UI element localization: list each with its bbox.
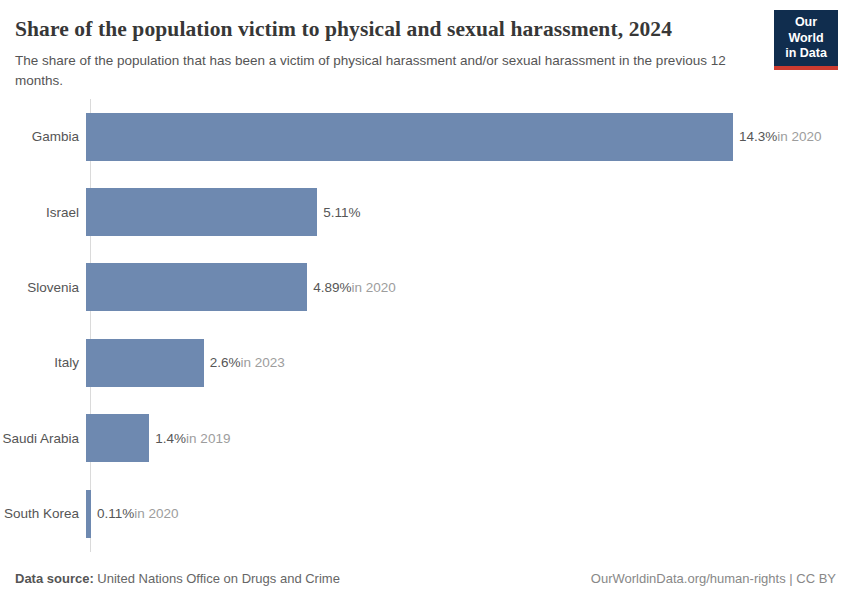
owid-logo-line2: in Data	[778, 46, 834, 62]
bar-value: 5.11%	[323, 205, 360, 220]
year-label: in 2020	[777, 129, 821, 144]
chart-footer: Data source: United Nations Office on Dr…	[15, 571, 836, 586]
data-source-label: Data source:	[15, 571, 94, 586]
owid-logo-line1: Our World	[778, 15, 834, 46]
bar-value: 14.3% in 2020	[739, 129, 822, 144]
page-title: Share of the population victim to physic…	[15, 17, 760, 42]
bar-row: South Korea 0.11% in 2020	[0, 476, 850, 551]
country-label[interactable]: Italy	[0, 355, 86, 370]
chart-subtitle: The share of the population that has bee…	[15, 51, 730, 92]
bar-row: Israel 5.11%	[0, 174, 850, 249]
value-label: 2.6%	[210, 355, 241, 370]
bar[interactable]	[86, 339, 204, 387]
bar-row: Gambia 14.3% in 2020	[0, 99, 850, 174]
bar-value: 4.89% in 2020	[313, 280, 396, 295]
bar-row: Slovenia 4.89% in 2020	[0, 250, 850, 325]
bar[interactable]	[86, 113, 733, 161]
country-label[interactable]: South Korea	[0, 506, 86, 521]
country-label[interactable]: Gambia	[0, 129, 86, 144]
value-label: 5.11%	[323, 205, 360, 220]
country-label[interactable]: Saudi Arabia	[0, 431, 86, 446]
year-label: in 2020	[134, 506, 178, 521]
chart-header: Share of the population victim to physic…	[0, 0, 850, 92]
bar[interactable]	[86, 414, 149, 462]
bar-rows: Gambia 14.3% in 2020 Israel 5.11% Sloven…	[0, 99, 850, 551]
bar-row: Saudi Arabia 1.4% in 2019	[0, 401, 850, 476]
year-label: in 2023	[240, 355, 284, 370]
year-label: in 2019	[186, 431, 230, 446]
bar[interactable]	[86, 490, 91, 538]
owid-link[interactable]: OurWorldinData.org/human-rights | CC BY	[591, 571, 836, 586]
value-label: 0.11%	[97, 506, 134, 521]
value-label: 14.3%	[739, 129, 777, 144]
bar-value: 2.6% in 2023	[210, 355, 285, 370]
data-source-value: United Nations Office on Drugs and Crime	[94, 571, 340, 586]
value-label: 1.4%	[155, 431, 186, 446]
bar[interactable]	[86, 188, 317, 236]
value-label: 4.89%	[313, 280, 351, 295]
bar-row: Italy 2.6% in 2023	[0, 325, 850, 400]
data-source: Data source: United Nations Office on Dr…	[15, 571, 340, 586]
bar[interactable]	[86, 263, 307, 311]
bar-chart: Gambia 14.3% in 2020 Israel 5.11% Sloven…	[0, 99, 850, 551]
country-label[interactable]: Israel	[0, 205, 86, 220]
bar-value: 0.11% in 2020	[97, 506, 179, 521]
bar-value: 1.4% in 2019	[155, 431, 230, 446]
year-label: in 2020	[352, 280, 396, 295]
country-label[interactable]: Slovenia	[0, 280, 86, 295]
owid-logo[interactable]: Our World in Data	[774, 10, 838, 70]
